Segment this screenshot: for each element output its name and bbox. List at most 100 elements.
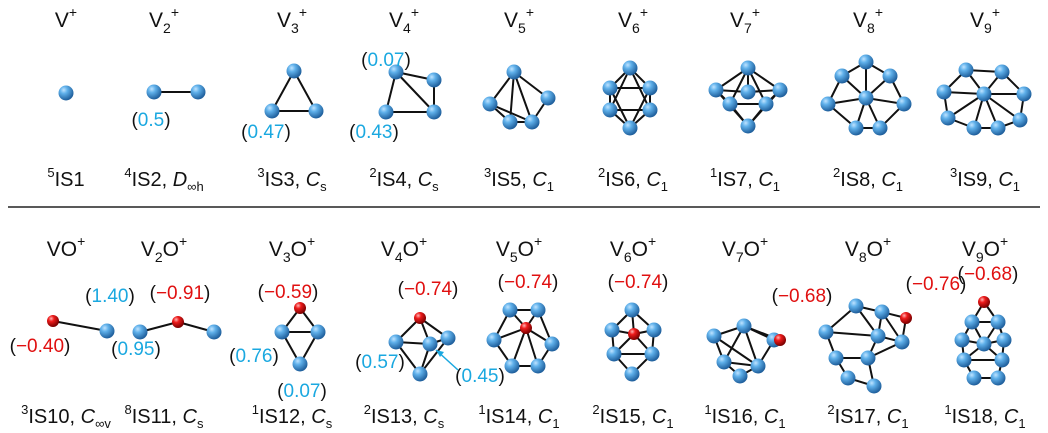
vanadium-atom bbox=[530, 358, 546, 374]
formula-c11: V2O+ bbox=[141, 233, 187, 265]
vanadium-atom bbox=[310, 324, 326, 340]
vanadium-atom bbox=[602, 80, 618, 96]
bond bbox=[609, 67, 631, 111]
formula-c9: V9+ bbox=[970, 4, 1000, 36]
oxygen-atom bbox=[294, 302, 306, 314]
molecule-structures bbox=[47, 54, 1032, 394]
vanadium-atom bbox=[708, 82, 724, 98]
vanadium-atom bbox=[976, 86, 992, 102]
vanadium-atom bbox=[858, 90, 874, 106]
vanadium-atom bbox=[966, 120, 982, 136]
formula-c14: V5O+ bbox=[496, 233, 542, 265]
vanadium-atom bbox=[706, 328, 722, 344]
molecule-c14 bbox=[486, 302, 560, 374]
vanadium-atom bbox=[872, 120, 888, 136]
vanadium-atom bbox=[870, 328, 886, 344]
state-label-c7: 1IS7, C1 bbox=[710, 165, 780, 194]
vanadium-atom bbox=[936, 84, 952, 100]
state-label-c18: 1IS18, C1 bbox=[944, 402, 1025, 431]
state-label-c16: 1IS16, C1 bbox=[704, 402, 785, 431]
vanadium-atom bbox=[606, 346, 622, 362]
charge-label-c15: (−0.74) bbox=[608, 272, 669, 293]
formula-c15: V6O+ bbox=[610, 233, 656, 265]
oxygen-atom bbox=[900, 312, 912, 324]
formula-c2: V2+ bbox=[149, 4, 179, 36]
vanadium-atom bbox=[818, 324, 834, 340]
state-label-c5: 3IS5, C1 bbox=[484, 165, 554, 194]
vanadium-atom bbox=[858, 54, 874, 70]
state-label-c12: 1IS12, Cs bbox=[252, 402, 333, 431]
molecule-c18 bbox=[954, 296, 1012, 386]
vanadium-atom bbox=[502, 302, 518, 318]
charge-label-c12: (0.07) bbox=[277, 381, 327, 402]
molecule-c10 bbox=[47, 315, 115, 339]
formula-c6: V6+ bbox=[618, 4, 648, 36]
vanadium-atom bbox=[622, 60, 638, 76]
vanadium-atom bbox=[378, 104, 394, 120]
vanadium-atom bbox=[412, 366, 428, 382]
bond bbox=[395, 71, 435, 113]
vanadium-atom bbox=[848, 298, 864, 314]
vanadium-atom bbox=[504, 358, 520, 374]
vanadium-atom bbox=[388, 64, 404, 80]
charge-label-c11: (−0.91) bbox=[150, 283, 211, 304]
oxygen-atom bbox=[628, 328, 640, 340]
state-label-c17: 2IS17, C1 bbox=[827, 402, 908, 431]
state-label-c14: 1IS14, C1 bbox=[478, 402, 559, 431]
vanadium-atom bbox=[772, 82, 788, 98]
vanadium-atom bbox=[716, 354, 732, 370]
vanadium-atom bbox=[740, 84, 756, 100]
molecule-c16 bbox=[706, 318, 786, 384]
vanadium-atom bbox=[642, 102, 658, 118]
vanadium-atom bbox=[292, 356, 308, 372]
vanadium-atom bbox=[994, 64, 1010, 80]
formula-c4: V4+ bbox=[389, 4, 419, 36]
vanadium-atom bbox=[994, 352, 1010, 368]
charge-label-c12: (−0.59) bbox=[258, 282, 319, 303]
bond bbox=[513, 71, 533, 123]
vanadium-atom bbox=[866, 378, 882, 394]
vanadium-atom bbox=[602, 102, 618, 118]
vanadium-atom bbox=[642, 80, 658, 96]
vanadium-atom bbox=[834, 68, 850, 84]
bond bbox=[825, 331, 879, 337]
vanadium-atom bbox=[990, 120, 1006, 136]
charge-label-c17: (−0.76) bbox=[906, 274, 967, 295]
vanadium-atom bbox=[964, 314, 980, 330]
vanadium-atom bbox=[190, 84, 206, 100]
vanadium-atom bbox=[146, 84, 162, 100]
vanadium-atom bbox=[486, 332, 502, 348]
charge-label-c11: (0.95) bbox=[111, 339, 161, 360]
formula-labels: V+ V2+ V3+ V4+ V5+ V6+ V7+ V8+ V9+ VO+ V2O+ V3O+ V4O… bbox=[47, 4, 1008, 265]
molecule-c13 bbox=[388, 312, 456, 382]
vanadium-atom bbox=[882, 68, 898, 84]
vanadium-atom bbox=[996, 332, 1012, 348]
state-label-c4: 2IS4, Cs bbox=[369, 165, 439, 194]
charge-label-c10: (−0.40) bbox=[10, 336, 71, 357]
molecule-c2 bbox=[146, 84, 206, 100]
vanadium-atom bbox=[540, 90, 556, 106]
molecule-c4 bbox=[378, 64, 442, 120]
vanadium-atom bbox=[506, 64, 522, 80]
molecule-c12 bbox=[274, 302, 326, 372]
vanadium-atom bbox=[840, 370, 856, 386]
state-label-c2: 4IS2, D∞h bbox=[124, 165, 203, 194]
formula-c8: V8+ bbox=[853, 4, 883, 36]
formula-c10: VO+ bbox=[47, 233, 86, 261]
vanadium-atom bbox=[388, 334, 404, 350]
charge-label-c13: (0.45) bbox=[455, 366, 505, 387]
bond bbox=[629, 67, 651, 111]
formula-c12: V3O+ bbox=[269, 233, 315, 265]
charge-label-c18: (−0.68) bbox=[958, 264, 1019, 285]
bond bbox=[489, 103, 533, 123]
state-label-c15: 2IS15, C1 bbox=[592, 402, 673, 431]
vanadium-atom bbox=[604, 322, 620, 338]
vanadium-atom bbox=[502, 114, 518, 130]
state-label-c10: 3IS10, C∞v bbox=[21, 402, 111, 431]
vanadium-atom bbox=[722, 96, 738, 112]
vanadium-atom bbox=[530, 302, 546, 318]
state-label-c6: 2IS6, C1 bbox=[598, 165, 668, 194]
vanadium-atom bbox=[524, 114, 540, 130]
oxygen-atom bbox=[414, 312, 426, 324]
